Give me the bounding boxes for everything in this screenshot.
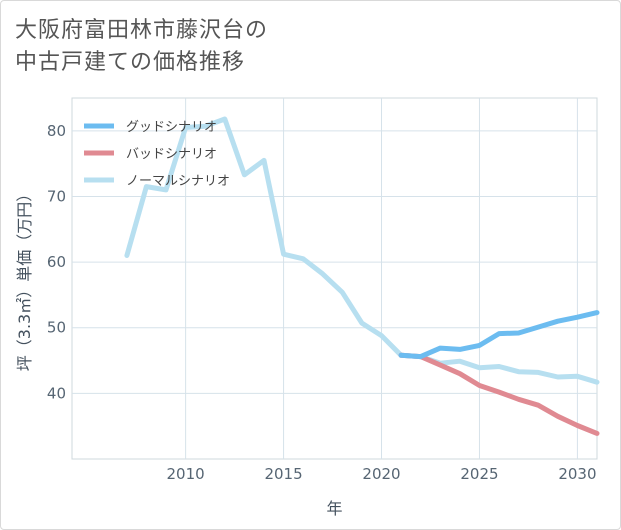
- x-axis-title: 年: [326, 499, 342, 518]
- legend-label-1: バッドシナリオ: [126, 147, 217, 162]
- x-tick-label: 2020: [362, 465, 400, 483]
- y-tick-label: 80: [47, 122, 66, 140]
- series-line-0: [398, 310, 600, 360]
- y-tick-label: 60: [47, 253, 66, 271]
- y-tick-label: 50: [47, 319, 66, 337]
- legend-label-0: グッドシナリオ: [126, 120, 217, 135]
- series-line-1: [398, 352, 600, 436]
- y-tick-label: 70: [47, 187, 66, 205]
- x-tick-label: 2010: [167, 465, 205, 483]
- y-tick-label: 40: [47, 384, 66, 402]
- chart-title: 大阪府富田林市藤沢台の 中古戸建ての価格推移: [15, 18, 269, 75]
- x-tick-label: 2030: [558, 465, 596, 483]
- series-line-2: [124, 116, 600, 385]
- plot-area: [71, 97, 598, 460]
- x-tick-label: 2025: [460, 465, 498, 483]
- y-axis-title: 坪（3.3㎡）単価（万円）: [15, 186, 34, 371]
- legend-label-2: ノーマルシナリオ: [126, 174, 230, 189]
- x-tick-label: 2015: [264, 465, 302, 483]
